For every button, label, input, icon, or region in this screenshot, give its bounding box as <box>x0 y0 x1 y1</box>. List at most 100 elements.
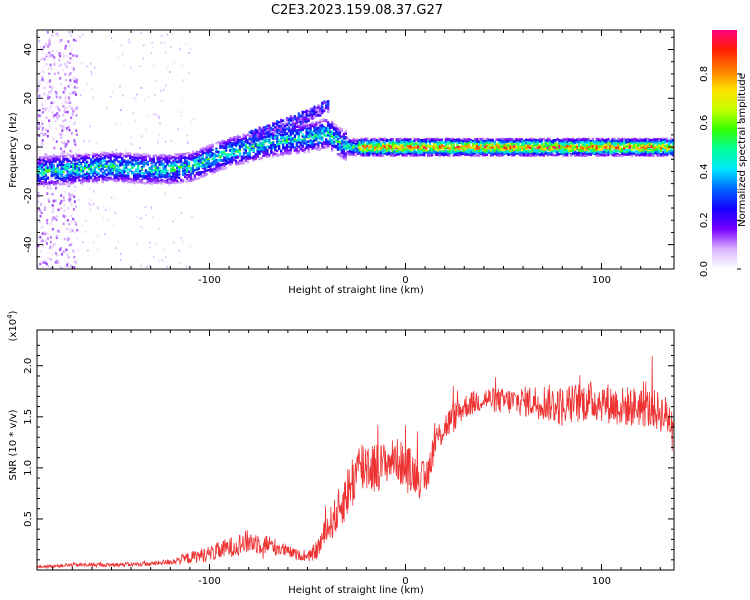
heatmap-cell <box>315 127 318 130</box>
heatmap-cell <box>163 41 166 44</box>
heatmap-cell <box>38 192 41 195</box>
heatmap-cell <box>146 115 148 118</box>
heatmap-cell <box>438 154 441 157</box>
heatmap-cell <box>38 80 41 83</box>
heatmap-cell <box>93 161 97 164</box>
heatmap-cell <box>199 165 202 168</box>
heatmap-cell <box>51 252 54 256</box>
heatmap-cell <box>149 241 151 244</box>
heatmap-cell <box>136 177 140 180</box>
heatmap-cell <box>82 159 85 162</box>
heatmap-cell <box>307 127 310 130</box>
heatmap-cell <box>285 136 289 139</box>
heatmap-cell <box>41 75 44 79</box>
heatmap-cell <box>52 174 55 177</box>
heatmap-cell <box>452 144 455 148</box>
heatmap-cell <box>55 127 58 131</box>
heatmap-cell <box>164 167 167 171</box>
heatmap-cell <box>119 85 121 88</box>
heatmap-cell <box>72 158 75 162</box>
heatmap-cell <box>452 138 455 141</box>
heatmap-cell <box>115 197 117 200</box>
heatmap-cell <box>209 144 212 148</box>
heatmap-cell <box>434 147 438 151</box>
heatmap-cell <box>42 163 46 166</box>
heatmap-cell <box>254 157 257 161</box>
heatmap-cell <box>70 182 73 185</box>
heatmap-cell <box>180 114 183 117</box>
heatmap-cell <box>114 211 117 214</box>
heatmap-cell <box>497 140 500 144</box>
heatmap-cell <box>65 78 68 82</box>
heatmap-cell <box>295 147 298 150</box>
heatmap-cell <box>323 134 326 137</box>
heatmap-cell <box>440 150 443 153</box>
heatmap-cell <box>299 126 302 130</box>
heatmap-cell <box>44 168 48 171</box>
heatmap-cell <box>62 182 65 185</box>
heatmap-cell <box>119 160 122 163</box>
heatmap-cell <box>117 168 120 171</box>
heatmap-cell <box>47 123 50 126</box>
heatmap-cell <box>150 161 153 164</box>
heatmap-cell <box>342 135 345 139</box>
heatmap-cell <box>282 146 285 149</box>
heatmap-cell <box>102 206 105 209</box>
heatmap-cell <box>393 154 396 157</box>
heatmap-cell <box>229 137 232 140</box>
heatmap-cell <box>276 153 279 157</box>
heatmap-cell <box>211 148 214 151</box>
heatmap-cell <box>211 154 214 157</box>
heatmap-cell <box>42 177 46 181</box>
heatmap-cell <box>293 128 296 132</box>
heatmap-cell <box>158 134 160 137</box>
heatmap-cell <box>115 175 118 179</box>
heatmap-cell <box>393 143 396 147</box>
heatmap-cell <box>182 156 185 159</box>
heatmap-cell <box>136 259 139 262</box>
heatmap-cell <box>160 89 162 92</box>
heatmap-cell <box>50 101 53 105</box>
heatmap-cell <box>164 51 167 54</box>
heatmap-cell <box>58 183 61 186</box>
heatmap-cell <box>109 153 112 157</box>
heatmap-cell <box>63 109 66 113</box>
heatmap-cell <box>135 161 138 164</box>
heatmap-cell <box>75 261 78 264</box>
heatmap-cell <box>107 178 110 182</box>
heatmap-cell <box>332 122 336 126</box>
heatmap-cell <box>84 173 87 176</box>
heatmap-cell <box>327 122 330 126</box>
heatmap-cell <box>472 145 475 148</box>
heatmap-cell <box>97 248 99 251</box>
heatmap-cell <box>472 152 475 156</box>
heatmap-cell <box>207 150 210 154</box>
heatmap-cell <box>148 173 151 177</box>
heatmap-cell <box>54 167 57 170</box>
heatmap-cell <box>136 167 140 170</box>
heatmap-cell <box>138 156 142 160</box>
heatmap-cell <box>285 138 289 142</box>
heatmap-cell <box>185 170 189 174</box>
heatmap-cell <box>45 262 48 266</box>
heatmap-cell <box>76 172 79 175</box>
heatmap-cell <box>407 152 410 155</box>
heatmap-cell <box>258 143 261 146</box>
heatmap-cell <box>417 148 420 151</box>
heatmap-cell <box>109 156 112 159</box>
heatmap-cell <box>391 141 394 145</box>
heatmap-cell <box>95 171 98 174</box>
heatmap-cell <box>219 146 222 149</box>
heatmap-cell <box>481 144 485 147</box>
heatmap-cell <box>331 120 334 124</box>
heatmap-cell <box>370 149 373 152</box>
heatmap-cell <box>162 175 165 178</box>
heatmap-cell <box>372 154 375 157</box>
heatmap-cell <box>140 86 143 89</box>
heatmap-cell <box>44 174 48 177</box>
heatmap-cell <box>231 149 234 152</box>
heatmap-cell <box>156 168 159 171</box>
heatmap-cell <box>146 265 148 268</box>
heatmap-cell <box>46 219 49 222</box>
heatmap-cell <box>38 160 42 164</box>
